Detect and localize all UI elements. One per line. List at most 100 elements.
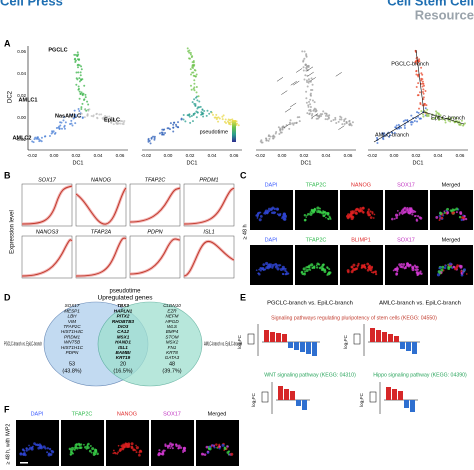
cell-signal <box>313 267 316 269</box>
cell-signal <box>275 207 279 211</box>
cell-signal <box>303 272 305 275</box>
cell-signal <box>208 445 212 449</box>
cell-signal <box>258 268 261 271</box>
cell-signal <box>360 266 363 269</box>
cell-signal <box>177 444 181 448</box>
cell-signal <box>123 446 126 448</box>
plot-frame <box>75 235 127 279</box>
cell-point <box>175 125 178 128</box>
cell-point <box>305 90 308 93</box>
label: (43.8%) <box>62 368 81 374</box>
label: PDPN <box>66 350 79 355</box>
cell-point <box>319 113 322 116</box>
cell-signal <box>369 210 372 213</box>
cell-point <box>303 50 306 53</box>
cell-point <box>425 104 428 107</box>
cell-signal <box>19 452 23 456</box>
label: TFAP2A <box>91 229 112 235</box>
cell-point <box>422 84 425 87</box>
cell-signal <box>459 211 463 215</box>
label: RHOBTB3 <box>112 319 135 324</box>
trend-line <box>75 187 127 225</box>
fc-bar <box>404 400 409 408</box>
cell-point <box>180 117 183 120</box>
cell-signal <box>446 210 449 214</box>
label: BAMBI <box>115 350 131 355</box>
cell-signal <box>309 211 312 214</box>
cell-signal <box>226 445 229 448</box>
cell-point <box>77 71 80 74</box>
cell-point <box>309 108 312 111</box>
cell-signal <box>438 219 441 222</box>
cell-signal <box>135 446 139 450</box>
cell-signal <box>435 216 439 219</box>
cell-signal <box>167 446 169 449</box>
cell-signal <box>455 211 458 214</box>
label: EZR <box>167 308 177 313</box>
cell-point <box>458 120 461 123</box>
cell-signal <box>112 449 115 452</box>
cell-point <box>402 120 405 123</box>
cell-signal <box>451 211 455 215</box>
cell-signal <box>73 448 76 451</box>
cell-signal <box>350 217 354 221</box>
label: -0.02 <box>255 153 266 158</box>
label: 0.06 <box>17 49 26 54</box>
cell-signal <box>350 265 354 269</box>
cell-point <box>417 74 420 77</box>
cell-point <box>119 119 122 122</box>
cell-signal <box>157 453 160 456</box>
cell-point <box>415 59 418 62</box>
cell-signal <box>404 210 407 214</box>
cell-signal <box>283 267 285 270</box>
cell-point <box>422 115 425 118</box>
cell-point <box>70 114 73 117</box>
branch-line <box>373 111 425 143</box>
cell-point <box>420 66 423 69</box>
micrograph <box>61 420 104 466</box>
cell-point <box>393 132 396 135</box>
cell-point <box>152 135 155 138</box>
label: 0.06 <box>344 153 353 158</box>
cell-signal <box>279 264 282 266</box>
cell-signal <box>212 444 214 447</box>
cell-point <box>309 98 312 101</box>
label: PDPN <box>147 229 162 235</box>
cell-point <box>38 140 41 143</box>
cell-signal <box>213 446 216 449</box>
cell-signal <box>439 272 442 275</box>
label: DAPI <box>265 182 278 188</box>
label: 53 <box>69 361 75 367</box>
cell-point <box>70 119 73 122</box>
label: 0.04 <box>208 153 217 158</box>
label: PITX2 <box>117 314 130 319</box>
cell-point <box>325 113 328 116</box>
velocity-arrow <box>309 77 316 82</box>
label: DAPI <box>31 411 44 417</box>
cell-signal <box>396 266 399 269</box>
cell-signal <box>303 214 307 217</box>
label: NANOG <box>117 411 137 417</box>
cell-point <box>305 79 308 82</box>
cell-point <box>196 107 199 110</box>
cell-point <box>421 80 424 83</box>
cell-point <box>277 126 280 129</box>
box <box>247 333 255 345</box>
cell-signal <box>46 447 50 450</box>
cell-point <box>78 97 81 100</box>
cell-point <box>189 121 192 124</box>
cell-signal <box>279 267 283 272</box>
cell-signal <box>369 216 373 219</box>
branch-line <box>415 49 425 113</box>
label: PGCLC-branch vs. EpiLC-branch <box>267 301 353 307</box>
label: pseudotime <box>200 129 228 135</box>
fc-bar <box>284 389 289 400</box>
cell-point <box>309 103 312 106</box>
cell-signal <box>29 446 33 450</box>
cell-point <box>309 93 312 96</box>
fc-bar <box>398 391 403 400</box>
cell-signal <box>121 447 125 451</box>
cell-point <box>320 114 323 117</box>
cell-point <box>215 113 218 116</box>
label: AMLC-branch vs. EpiLC-branch <box>379 301 461 307</box>
